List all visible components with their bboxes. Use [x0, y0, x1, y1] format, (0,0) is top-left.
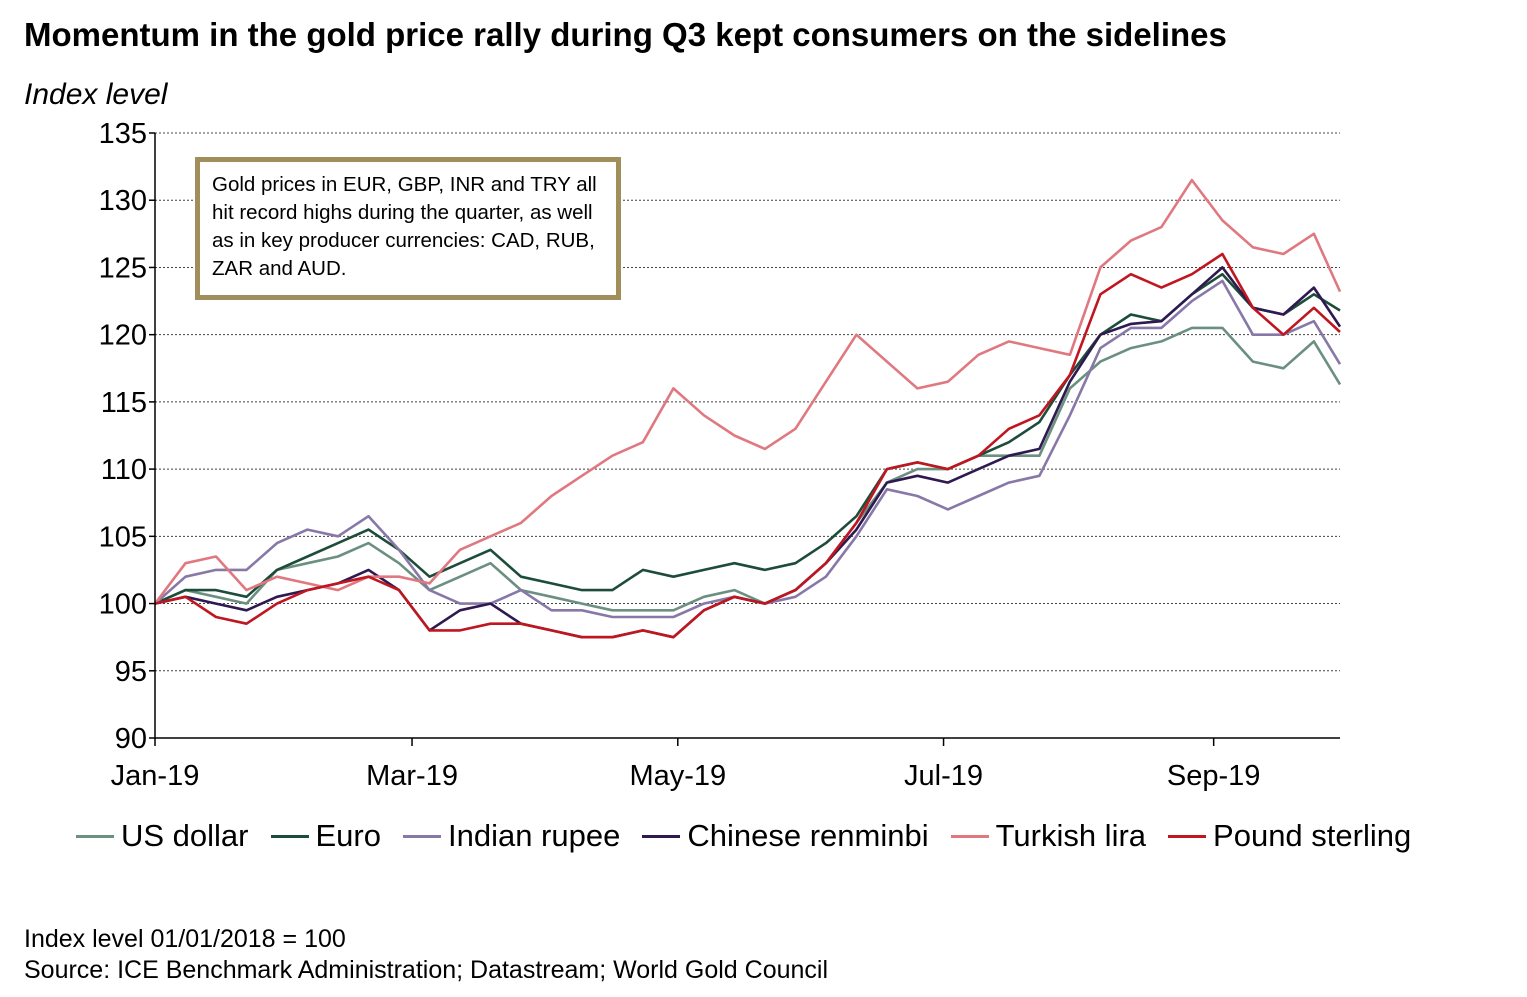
line-chart: 90 95 100 105 110 115 120 125 130 135 Jan-19 Mar-1… — [99, 118, 1342, 792]
y-axis-label: Index level — [24, 78, 168, 111]
series-line-us-dollar — [154, 326, 1342, 612]
x-tick-label: May-19 — [629, 760, 726, 792]
source-footnote: Source: ICE Benchmark Administration; Da… — [24, 956, 829, 984]
y-tick-label: 135 — [99, 118, 147, 150]
legend-swatch — [402, 834, 441, 838]
legend-swatch — [642, 834, 681, 838]
y-tick-label: 120 — [99, 320, 147, 352]
legend-item: US dollar — [76, 818, 249, 854]
x-tick-label: Sep-19 — [1167, 760, 1261, 792]
axes — [154, 133, 1340, 739]
legend-swatch — [76, 834, 114, 838]
legend-swatch — [950, 834, 989, 838]
series-lines — [153, 178, 1342, 639]
legend-item: Turkish lira — [950, 818, 1147, 854]
legend-item: Pound sterling — [1168, 818, 1411, 854]
legend-swatch — [270, 834, 309, 838]
legend-item: Chinese renminbi — [642, 818, 929, 854]
y-tick-label: 130 — [99, 185, 147, 217]
series-line-turkish-lira — [153, 178, 1342, 605]
legend-label: Turkish lira — [995, 818, 1147, 853]
annotation-box: Gold prices in EUR, GBP, INR and TRY all… — [195, 157, 621, 300]
legend-label: Indian rupee — [447, 818, 621, 853]
y-tick-label: 125 — [99, 252, 147, 284]
series-line-chinese-renminbi — [154, 266, 1342, 639]
y-tick-label: 105 — [99, 521, 147, 553]
legend-swatch — [1168, 834, 1207, 838]
series-line-pound-sterling — [154, 252, 1341, 639]
y-tick-label: 115 — [101, 387, 147, 419]
legend-label: Euro — [315, 818, 381, 853]
legend-item: Euro — [270, 818, 381, 854]
legend: US dollar Euro Indian rupee Chinese renminb… — [76, 818, 1516, 854]
y-tick-label: 90 — [115, 723, 147, 755]
x-tick-label: Mar-19 — [366, 760, 458, 792]
legend-item: Indian rupee — [402, 818, 621, 854]
y-tick-label: 110 — [101, 454, 147, 486]
chart-title: Momentum in the gold price rally during … — [24, 16, 1227, 53]
legend-label: Chinese renminbi — [687, 818, 929, 853]
x-tick-labels: Jan-19 Mar-19 May-19 Jul-19 Sep-19 — [111, 738, 1261, 792]
x-tick-label: Jan-19 — [111, 760, 200, 792]
y-tick-label: 95 — [115, 656, 147, 688]
y-tick-label: 100 — [99, 589, 147, 621]
index-footnote: Index level 01/01/2018 = 100 — [24, 925, 346, 953]
x-tick-label: Jul-19 — [904, 760, 983, 792]
series-line-euro — [154, 272, 1341, 605]
legend-label: Pound sterling — [1213, 818, 1412, 853]
legend-label: US dollar — [121, 818, 249, 853]
y-tick-labels: 90 95 100 105 110 115 120 125 130 135 — [99, 118, 155, 755]
